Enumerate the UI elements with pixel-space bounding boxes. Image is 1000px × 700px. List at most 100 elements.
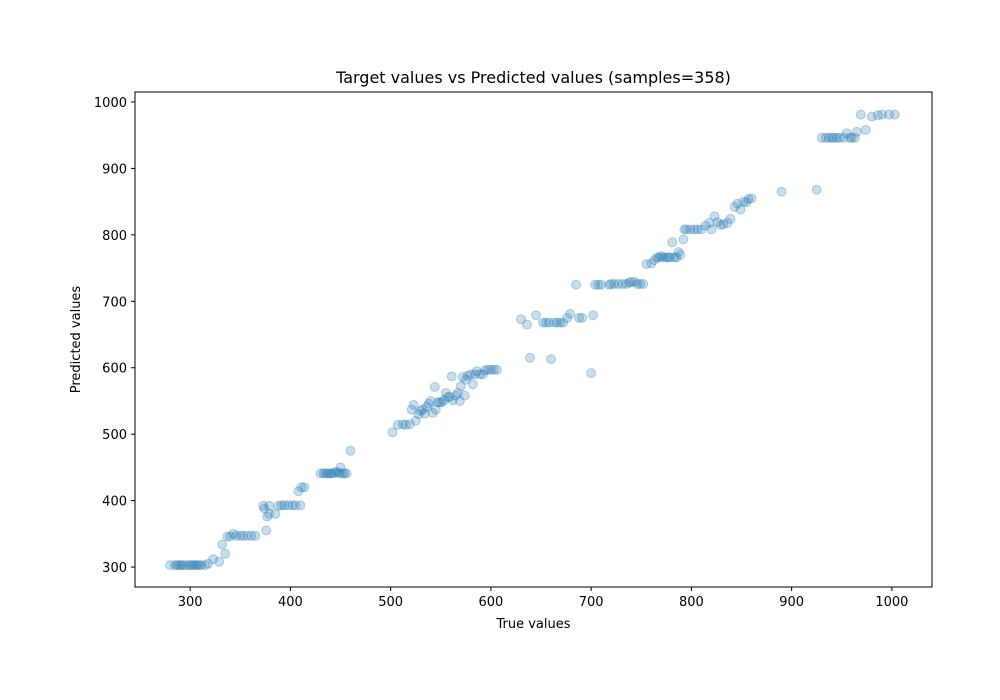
data-point-114 [546, 354, 556, 365]
data-point-156 [678, 234, 689, 245]
data-point-70 [415, 405, 426, 416]
data-point-25 [238, 530, 249, 541]
data-point-10 [190, 560, 201, 571]
data-point-74 [423, 398, 434, 409]
data-point-168 [715, 219, 726, 230]
y-tick-label-500: 500 [102, 428, 127, 443]
data-point-132 [613, 279, 624, 289]
data-point-126 [590, 279, 601, 290]
data-point-174 [735, 204, 746, 215]
data-point-148 [661, 252, 672, 263]
y-tick-label-1000: 1000 [94, 96, 127, 111]
data-point-140 [638, 279, 649, 289]
data-point-175 [738, 196, 749, 207]
data-point-147 [658, 252, 669, 263]
data-point-66 [406, 404, 417, 415]
data-point-16 [208, 554, 219, 565]
data-point-178 [746, 193, 757, 204]
data-point-122 [574, 312, 585, 323]
x-tick-label-800: 800 [679, 595, 704, 610]
data-point-2 [172, 560, 183, 571]
y-tick-label-700: 700 [102, 295, 127, 310]
data-point-90 [454, 396, 465, 406]
x-tick-label-600: 600 [478, 595, 503, 610]
data-point-42 [293, 486, 304, 497]
data-point-62 [392, 419, 403, 430]
data-point-4 [176, 560, 187, 571]
data-point-33 [264, 508, 275, 519]
data-point-1 [170, 560, 181, 571]
data-point-13 [196, 560, 207, 571]
data-point-91 [455, 381, 466, 392]
data-point-134 [621, 279, 632, 289]
data-point-69 [413, 409, 424, 420]
data-point-18 [217, 539, 228, 550]
data-point-112 [541, 317, 551, 328]
data-point-38 [279, 500, 290, 511]
data-point-187 [834, 132, 845, 143]
data-point-6 [181, 560, 192, 571]
data-point-161 [692, 224, 703, 235]
data-point-107 [516, 314, 526, 325]
data-point-53 [330, 467, 341, 478]
data-point-87 [447, 395, 458, 406]
data-point-159 [685, 224, 696, 235]
data-point-136 [626, 277, 637, 287]
x-tick-label-400: 400 [278, 595, 303, 610]
data-point-37 [276, 500, 287, 511]
data-point-99 [471, 366, 482, 377]
data-point-19 [220, 548, 231, 559]
data-point-76 [427, 407, 438, 418]
data-point-41 [290, 500, 301, 511]
data-point-24 [235, 530, 246, 541]
data-point-28 [250, 530, 261, 541]
data-point-47 [318, 468, 329, 479]
data-point-200 [889, 109, 900, 120]
data-point-63 [397, 419, 408, 430]
data-point-128 [596, 279, 607, 290]
data-point-152 [669, 252, 680, 263]
data-point-39 [283, 500, 294, 511]
data-point-108 [522, 319, 532, 330]
data-point-51 [326, 468, 337, 479]
data-point-197 [872, 110, 883, 121]
data-point-116 [552, 317, 563, 328]
data-point-171 [725, 213, 736, 224]
data-point-154 [673, 247, 684, 258]
data-point-135 [624, 277, 635, 288]
data-point-180 [811, 184, 822, 195]
data-point-58 [339, 468, 350, 479]
data-point-113 [544, 317, 554, 328]
data-point-80 [434, 397, 445, 408]
data-point-54 [332, 467, 343, 478]
data-point-50 [324, 468, 335, 479]
x-tick-label-300: 300 [178, 595, 203, 610]
data-point-75 [425, 396, 436, 406]
data-point-198 [876, 109, 887, 120]
data-point-167 [712, 217, 723, 228]
data-point-124 [586, 368, 597, 379]
y-tick-label-800: 800 [102, 229, 127, 244]
data-point-129 [604, 279, 615, 290]
data-point-118 [558, 317, 569, 328]
data-point-163 [700, 220, 711, 231]
data-point-139 [635, 279, 646, 289]
data-point-155 [675, 249, 686, 260]
data-point-8 [186, 560, 197, 571]
data-point-64 [400, 419, 411, 430]
data-point-83 [440, 388, 451, 398]
data-point-104 [485, 364, 496, 375]
data-point-137 [629, 277, 640, 287]
data-point-30 [259, 503, 270, 514]
data-point-52 [328, 468, 339, 479]
data-point-29 [258, 500, 269, 511]
data-point-121 [571, 279, 582, 290]
data-point-32 [262, 511, 273, 522]
data-point-71 [417, 404, 428, 415]
data-point-160 [689, 224, 700, 235]
data-point-157 [679, 224, 690, 235]
data-point-105 [488, 364, 499, 375]
y-tick-label-300: 300 [102, 561, 127, 576]
data-point-102 [479, 365, 490, 376]
